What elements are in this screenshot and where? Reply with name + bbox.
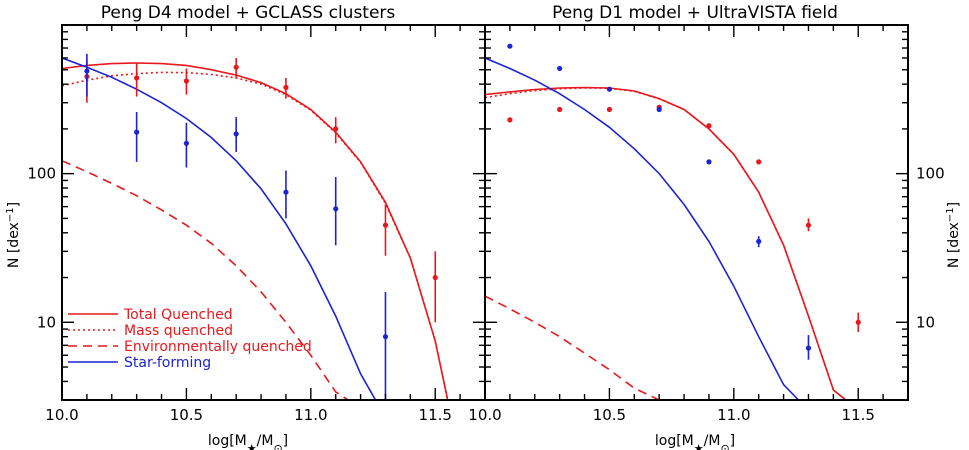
panel-right-ylabel: N [dex−1]: [945, 202, 963, 268]
panel-left-xlabel: log[M★/M⊙]: [208, 433, 288, 450]
ticks: 10.0 10.5 11.0 11.5 10 100: [468, 24, 945, 424]
curves: [62, 57, 449, 400]
ticks: 10.0 10.5 11.0 11.5 10 100: [27, 24, 486, 424]
data-point: [134, 75, 140, 81]
panel-right-title: Peng D1 model + UltraVISTA field: [552, 3, 838, 23]
curve-environmentally-quenched: [62, 160, 349, 400]
x-tick-label: 10.5: [593, 406, 626, 424]
data-point: [606, 106, 613, 113]
data-point: [233, 64, 239, 70]
x-tick-label: 11.0: [294, 406, 327, 424]
data-points: [507, 43, 861, 360]
legend-label: Mass quenched: [124, 323, 233, 339]
data-point: [606, 86, 613, 92]
x-tick-label: 11.0: [717, 406, 750, 424]
data-point: [756, 238, 762, 245]
plot-frame: [484, 24, 909, 401]
curve-environmentally-quenched: [485, 295, 660, 400]
curves: [485, 57, 847, 400]
data-point: [706, 159, 712, 165]
data-point: [507, 43, 513, 49]
x-tick-label: 11.5: [842, 406, 875, 424]
data-point: [432, 274, 438, 281]
data-point: [283, 84, 289, 91]
data-point: [656, 106, 662, 113]
legend-label: Star-forming: [124, 355, 211, 371]
data-point: [233, 131, 239, 137]
panel-right-xlabel: log[M★/M⊙]: [655, 433, 735, 450]
y-tick-label: 10: [37, 313, 56, 331]
x-tick-label: 11.5: [419, 406, 452, 424]
data-point: [382, 222, 389, 228]
x-tick-label: 10.0: [468, 406, 501, 424]
data-point: [507, 117, 513, 123]
y-tick-label: 100: [916, 165, 945, 183]
data-point: [557, 106, 563, 113]
panel-left-ylabel: N [dex−1]: [5, 202, 23, 268]
curve-total-quenched: [62, 62, 449, 400]
curve-mass-quenched: [62, 71, 449, 400]
curve-star-forming: [485, 57, 800, 400]
data-point: [855, 319, 861, 325]
data-point: [183, 78, 190, 84]
curve-star-forming: [62, 57, 377, 400]
legend-label: Total Quenched: [123, 307, 233, 323]
panel-left-title: Peng D4 model + GCLASS clusters: [101, 3, 396, 23]
panel-right: Peng D1 model + UltraVISTA field log[M★/…: [468, 3, 962, 450]
y-tick-label: 10: [916, 313, 935, 331]
data-point: [756, 159, 762, 165]
x-tick-label: 10.0: [45, 406, 78, 424]
data-point: [333, 126, 339, 132]
x-tick-label: 10.5: [170, 406, 203, 424]
data-point: [134, 129, 140, 135]
curve-total-quenched: [485, 86, 847, 400]
data-point: [805, 345, 812, 351]
y-tick-label: 100: [27, 165, 56, 183]
panel-left: Peng D4 model + GCLASS clusters log[M★/M…: [5, 3, 486, 450]
data-point: [333, 206, 339, 212]
data-point: [183, 140, 190, 146]
curve-mass-quenched: [485, 87, 847, 400]
legend-label: Environmentally quenched: [124, 339, 312, 355]
data-point: [557, 65, 563, 72]
data-point: [706, 123, 712, 129]
data-point: [382, 334, 389, 340]
data-points: [84, 53, 438, 400]
data-point: [805, 222, 812, 228]
data-point: [283, 189, 289, 195]
data-point: [84, 68, 90, 74]
